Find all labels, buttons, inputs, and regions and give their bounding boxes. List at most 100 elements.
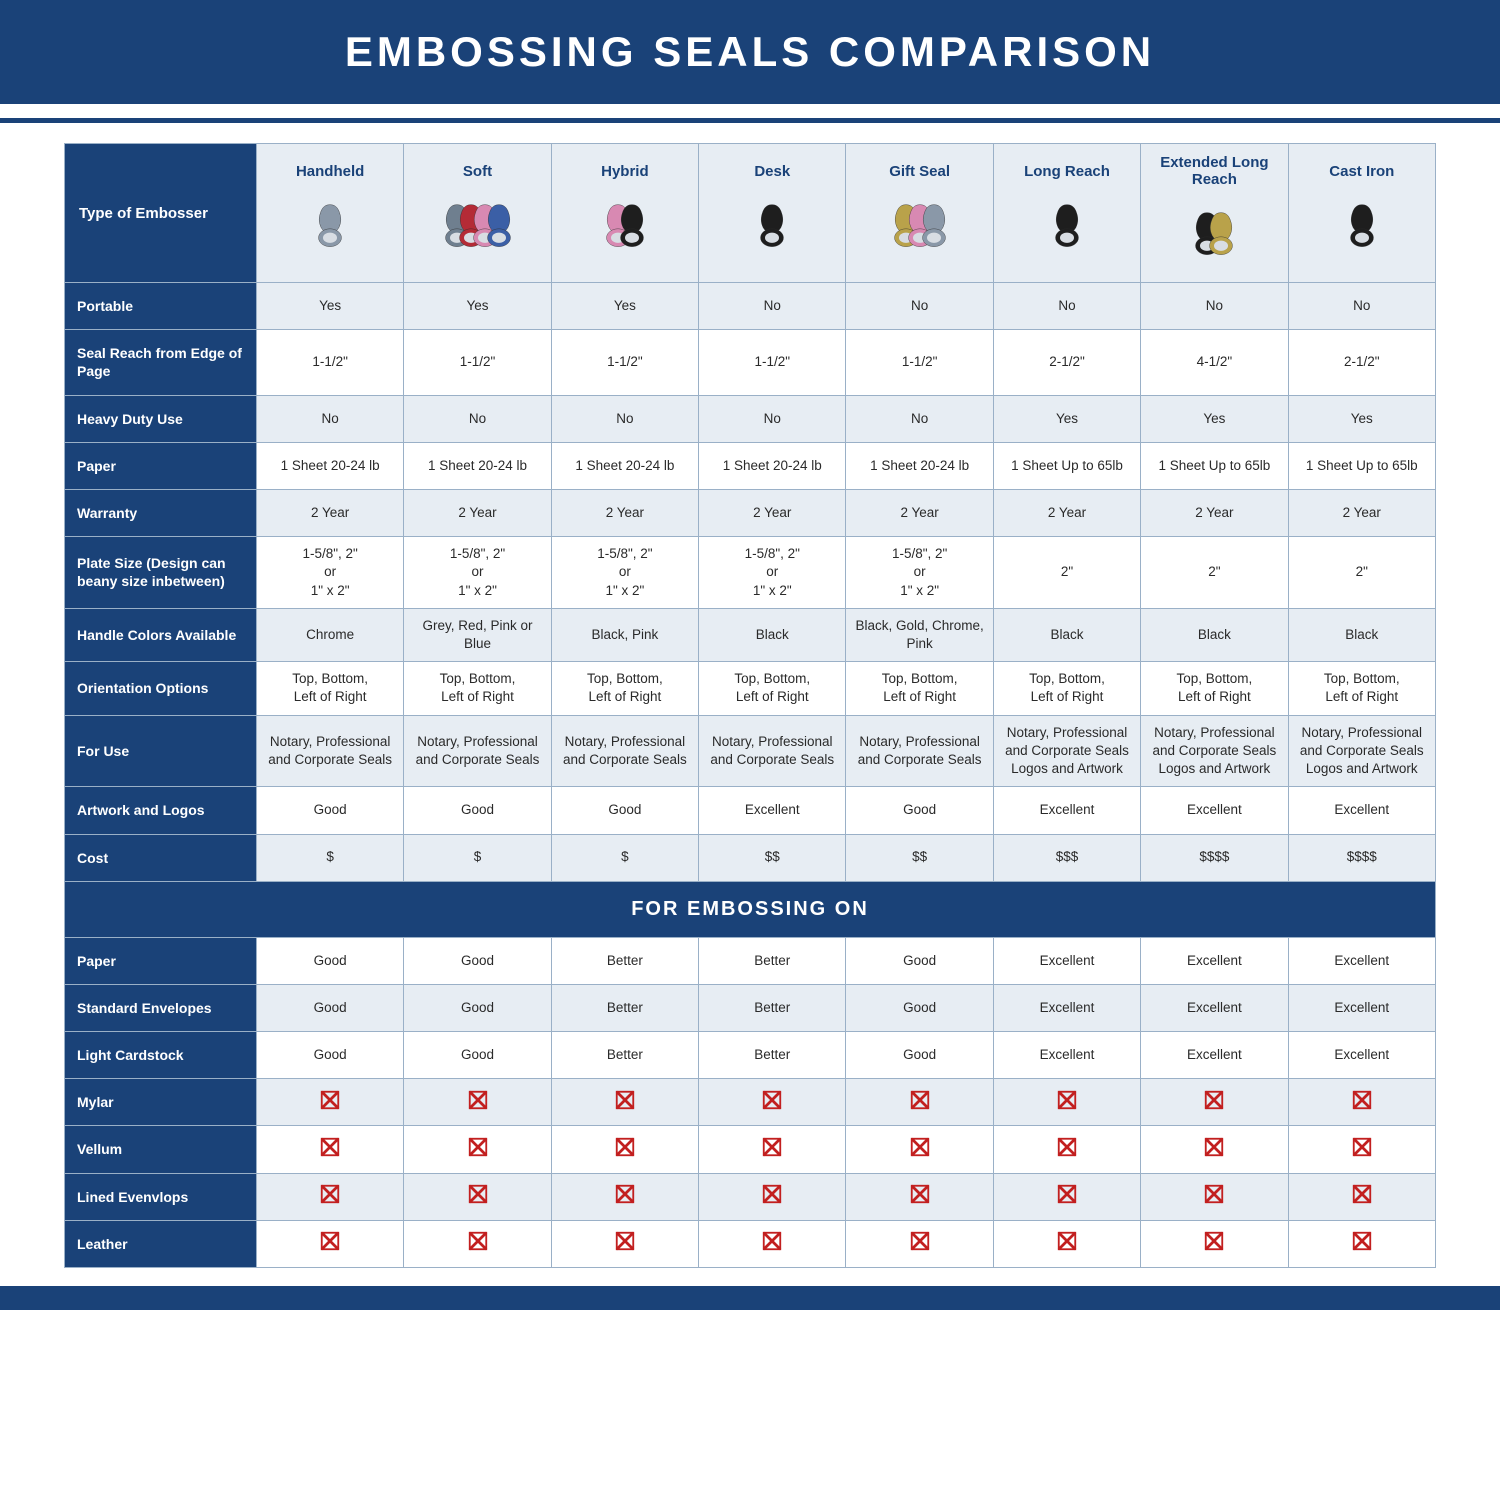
no-icon: [761, 1183, 783, 1205]
table-cell: Top, Bottom,Left of Right: [551, 662, 698, 715]
table-cell: [404, 1126, 551, 1173]
table-cell: Black: [993, 608, 1140, 661]
column-title: Long Reach: [998, 163, 1136, 180]
table-cell: [1288, 1126, 1435, 1173]
table-cell: Excellent: [1141, 1032, 1288, 1079]
table-cell: $$$$: [1288, 834, 1435, 881]
row-label: Heavy Duty Use: [65, 395, 257, 442]
table-cell: [404, 1220, 551, 1267]
column-header: Extended Long Reach: [1141, 144, 1288, 283]
table-cell: Better: [699, 937, 846, 984]
no-icon: [319, 1183, 341, 1205]
table-cell: 2-1/2": [993, 330, 1140, 395]
table-cell: No: [699, 395, 846, 442]
no-icon: [1203, 1089, 1225, 1111]
table-cell: Excellent: [1141, 937, 1288, 984]
row-label: Standard Envelopes: [65, 984, 257, 1031]
table-cell: Excellent: [1288, 1032, 1435, 1079]
no-icon: [614, 1136, 636, 1158]
table-cell: $: [404, 834, 551, 881]
table-cell: Top, Bottom,Left of Right: [846, 662, 993, 715]
table-cell: [993, 1173, 1140, 1220]
table-cell: Top, Bottom,Left of Right: [699, 662, 846, 715]
no-icon: [319, 1089, 341, 1111]
table-cell: 1-5/8", 2"or1" x 2": [404, 537, 551, 609]
row-label: Paper: [65, 442, 257, 489]
table-cell: Black, Pink: [551, 608, 698, 661]
table-cell: Excellent: [993, 787, 1140, 834]
table-cell: Better: [551, 984, 698, 1031]
table-cell: 4-1/2": [1141, 330, 1288, 395]
column-title: Desk: [703, 163, 841, 180]
row-label: Vellum: [65, 1126, 257, 1173]
no-icon: [1351, 1183, 1373, 1205]
table-cell: 2 Year: [699, 489, 846, 536]
no-icon: [909, 1230, 931, 1252]
table-cell: 1-1/2": [551, 330, 698, 395]
column-header: Long Reach: [993, 144, 1140, 283]
column-title: Handheld: [261, 163, 399, 180]
table-cell: Excellent: [993, 1032, 1140, 1079]
no-icon: [909, 1089, 931, 1111]
table-cell: Better: [551, 937, 698, 984]
table-cell: Yes: [404, 283, 551, 330]
table-cell: Chrome: [256, 608, 403, 661]
table-cell: [1141, 1220, 1288, 1267]
table-cell: Good: [256, 1032, 403, 1079]
table-cell: [1288, 1220, 1435, 1267]
table-cell: 2 Year: [1141, 489, 1288, 536]
table-cell: 1 Sheet 20-24 lb: [551, 442, 698, 489]
embosser-icon: [590, 190, 660, 264]
table-cell: [846, 1079, 993, 1126]
table-cell: [1141, 1126, 1288, 1173]
table-cell: [846, 1220, 993, 1267]
table-cell: Top, Bottom,Left of Right: [404, 662, 551, 715]
table-cell: 2": [1141, 537, 1288, 609]
table-cell: Yes: [256, 283, 403, 330]
table-cell: Good: [846, 984, 993, 1031]
table-cell: Excellent: [1288, 984, 1435, 1031]
no-icon: [909, 1183, 931, 1205]
row-label: Orientation Options: [65, 662, 257, 715]
table-cell: Good: [256, 937, 403, 984]
column-title: Soft: [408, 163, 546, 180]
embosser-icon: [1032, 190, 1102, 264]
table-cell: 1-1/2": [699, 330, 846, 395]
table-cell: [1288, 1079, 1435, 1126]
table-cell: 2": [1288, 537, 1435, 609]
table-cell: Top, Bottom,Left of Right: [993, 662, 1140, 715]
table-cell: Good: [846, 1032, 993, 1079]
row-label: Leather: [65, 1220, 257, 1267]
table-cell: [256, 1126, 403, 1173]
table-cell: Yes: [993, 395, 1140, 442]
row-label: For Use: [65, 715, 257, 787]
table-cell: Better: [551, 1032, 698, 1079]
table-cell: [846, 1126, 993, 1173]
table-cell: No: [551, 395, 698, 442]
column-title: Gift Seal: [850, 163, 988, 180]
column-header: Cast Iron: [1288, 144, 1435, 283]
table-cell: No: [699, 283, 846, 330]
table-cell: Notary, Professional and Corporate Seals: [404, 715, 551, 787]
row-label: Lined Evenvlops: [65, 1173, 257, 1220]
table-cell: No: [256, 395, 403, 442]
table-cell: 1-5/8", 2"or1" x 2": [256, 537, 403, 609]
comparison-table: Type of Embosser Handheld Soft: [64, 143, 1436, 1268]
table-cell: Black: [1288, 608, 1435, 661]
no-icon: [1056, 1136, 1078, 1158]
corner-label: Type of Embosser: [65, 144, 257, 283]
no-icon: [319, 1230, 341, 1252]
no-icon: [1203, 1183, 1225, 1205]
no-icon: [761, 1136, 783, 1158]
table-cell: [699, 1220, 846, 1267]
row-label: Paper: [65, 937, 257, 984]
column-header: Hybrid: [551, 144, 698, 283]
table-cell: Excellent: [1141, 984, 1288, 1031]
column-header: Soft: [404, 144, 551, 283]
table-cell: 2 Year: [1288, 489, 1435, 536]
table-cell: Yes: [1141, 395, 1288, 442]
table-cell: $$: [699, 834, 846, 881]
row-label: Warranty: [65, 489, 257, 536]
no-icon: [614, 1089, 636, 1111]
table-cell: 2 Year: [993, 489, 1140, 536]
